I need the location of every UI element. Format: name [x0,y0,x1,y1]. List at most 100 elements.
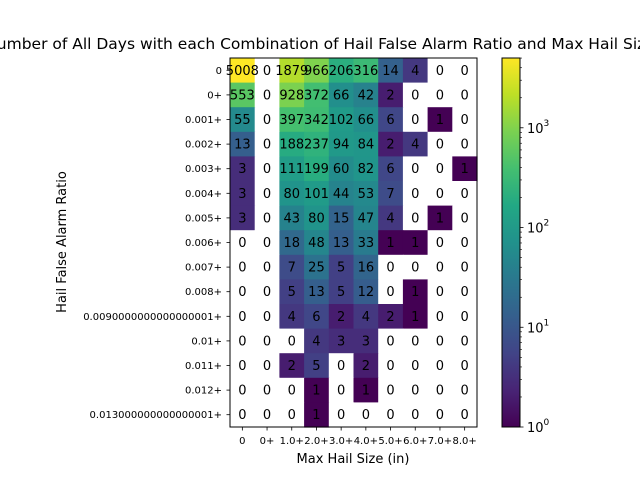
heatmap-cell [304,181,330,207]
heatmap-cell [254,402,280,428]
cell-value-label: 0 [362,408,370,423]
cell-value-label: 0 [461,310,469,325]
cell-value-label: 2 [386,138,394,153]
x-axis-ticks: 0 0+ 1.0+ 2.0+ 3.0+ 4.0+ 5.0+ 6.0+ 7.0+ 8.0+ [239,427,477,447]
cell-value-label: 0 [436,334,444,349]
heatmap-cell [304,107,330,133]
cell-value-label: 4 [312,334,320,349]
heatmap-cell [279,82,305,108]
cell-value-label: 53 [358,187,375,202]
heatmap-cell [402,328,429,354]
heatmap-cell [230,254,256,280]
cell-value-label: 25 [308,261,325,276]
colorbar-tick-label: 102 [527,219,549,237]
cell-value-label: 14 [382,64,399,79]
heatmap-cell [353,353,379,379]
y-tick-label: 0.003+ [185,164,222,175]
cell-value-label: 0 [337,408,345,423]
cell-value-label: 4 [288,310,296,325]
y-tick-label: 0 [216,66,222,77]
y-tick-label: 0.008+ [185,287,222,298]
heatmap-cell [254,58,280,84]
cell-value-label: 928 [279,88,304,103]
cell-value-label: 0 [411,211,419,226]
cell-value-label: 0 [436,384,444,399]
cell-value-label: 82 [358,162,375,177]
cell-value-label: 0 [238,285,246,300]
heatmap-cell [279,279,305,305]
heatmap-cell [452,82,478,108]
heatmap-cell [254,230,280,256]
y-tick-label: 0.007+ [185,263,222,274]
cell-value-label: 0 [386,384,394,399]
heatmap-cell [304,131,330,157]
cell-value-label: 18 [283,236,300,251]
y-tick-label: 0.013000000000000001+ [90,410,222,421]
cell-value-label: 0 [436,162,444,177]
y-axis-label: Hail False Alarm Ratio [55,171,70,313]
heatmap-cell [230,82,256,108]
cell-value-label: 4 [411,64,419,79]
cell-value-label: 3 [238,162,246,177]
heatmap-cell [279,205,305,231]
heatmap-cell [378,131,404,157]
heatmap-cell [279,181,305,207]
heatmap-cell [427,107,453,133]
heatmap-cell [353,205,379,231]
x-tick-label: 0 [239,436,245,447]
cell-value-label: 94 [333,138,350,153]
x-tick-label: 0+ [260,436,275,447]
y-tick-label: 0.011+ [185,361,222,372]
heatmap-cell [378,402,404,428]
cell-value-label: 4 [411,138,419,153]
cell-value-label: 0 [436,138,444,153]
heatmap-cells [230,58,478,428]
cell-value-label: 0 [263,285,271,300]
heatmap-cell [353,304,379,330]
cell-value-label: 1 [436,113,444,128]
heatmap-cell [427,279,453,305]
cell-value-label: 0 [238,359,246,374]
cell-value-label: 0 [436,236,444,251]
heatmap-cell [328,402,355,428]
cell-value-label: 80 [283,187,300,202]
cell-value-label: 1 [461,162,469,177]
heatmap-cell [304,279,330,305]
cell-value-label: 0 [411,187,419,202]
cell-value-label: 44 [333,187,350,202]
heatmap-cell [254,82,280,108]
chart-title: Number of All Days with each Combination… [0,35,640,53]
cell-value-label: 3 [238,211,246,226]
cell-value-label: 3 [337,334,345,349]
cell-value-label: 0 [288,384,296,399]
colorbar-tick-label: 101 [527,318,549,336]
heatmap-cell [353,82,379,108]
heatmap-cell [230,353,256,379]
cell-value-label: 1 [411,285,419,300]
cell-value-label: 84 [358,138,375,153]
heatmap-cell [427,205,453,231]
y-tick-label: 0.001+ [185,115,222,126]
cell-value-label: 0 [436,261,444,276]
cell-value-label: 0 [461,261,469,276]
cell-value-label: 0 [436,64,444,79]
heatmap-cell [427,58,453,84]
heatmap-cell [254,353,280,379]
cell-value-label: 0 [461,285,469,300]
heatmap-cell [402,377,429,403]
heatmap-cell [427,328,453,354]
heatmap-cell [230,279,256,305]
colorbar-tick-label: 103 [527,119,549,137]
cell-value-label: 6 [386,162,394,177]
cell-value-label: 101 [304,187,329,202]
heatmap-cell [230,107,256,133]
cell-value-label: 43 [283,211,300,226]
cell-value-label: 0 [263,310,271,325]
cell-value-label: 13 [333,236,350,251]
cell-value-label: 2 [362,359,370,374]
cell-value-label: 0 [238,310,246,325]
cell-value-label: 0 [288,408,296,423]
heatmap-cell [279,328,305,354]
y-tick-label: 0+ [207,90,222,101]
cell-value-label: 0 [461,88,469,103]
